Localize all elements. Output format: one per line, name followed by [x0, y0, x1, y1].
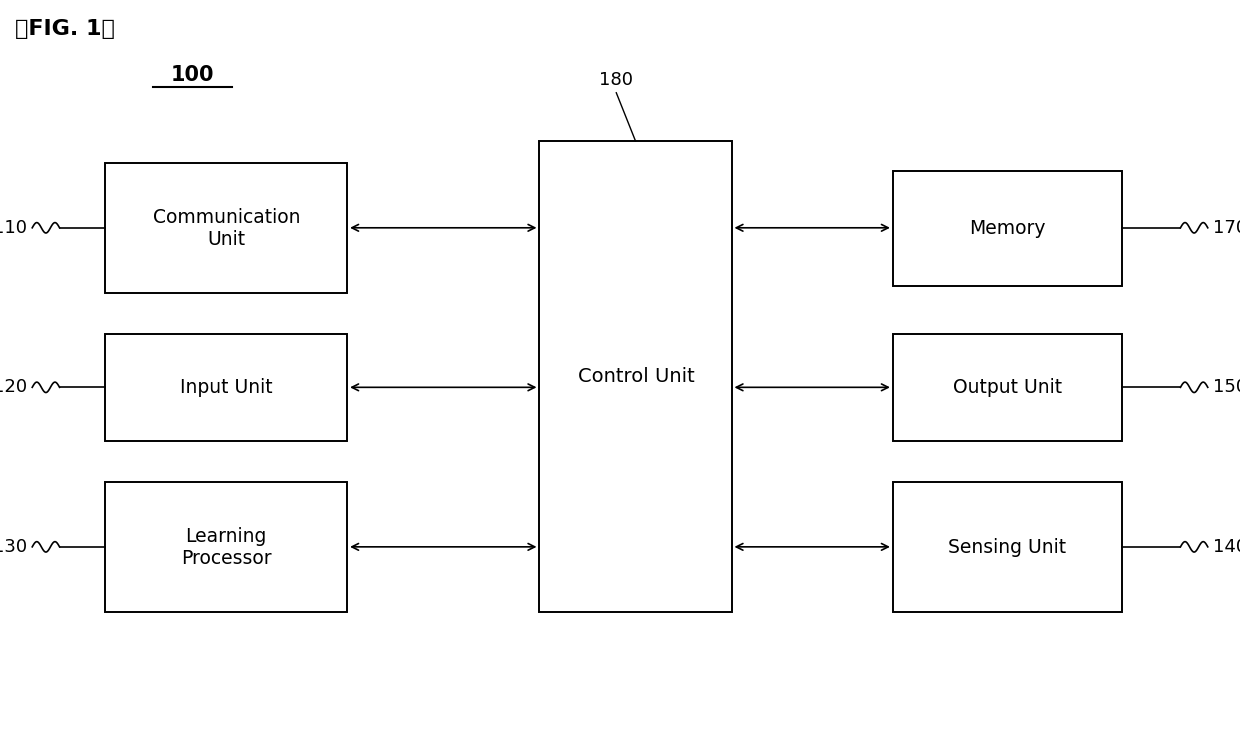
Text: Learning
Processor: Learning Processor [181, 527, 272, 568]
Text: Control Unit: Control Unit [578, 367, 694, 387]
Text: 120: 120 [0, 378, 27, 396]
Bar [893, 482, 1122, 612]
Text: 130: 130 [0, 538, 27, 556]
Text: 170: 170 [1213, 219, 1240, 237]
Text: Communication
Unit: Communication Unit [153, 208, 300, 249]
Text: 140: 140 [1213, 538, 1240, 556]
Text: 【FIG. 1】: 【FIG. 1】 [15, 19, 115, 39]
Text: Input Unit: Input Unit [180, 378, 273, 397]
Bar [893, 171, 1122, 286]
Bar [105, 163, 347, 293]
Bar [539, 141, 732, 612]
Text: Output Unit: Output Unit [952, 378, 1063, 397]
Bar [105, 482, 347, 612]
Bar [105, 334, 347, 441]
Text: 180: 180 [599, 71, 634, 89]
Text: 150: 150 [1213, 378, 1240, 396]
Text: Sensing Unit: Sensing Unit [949, 538, 1066, 556]
Text: 110: 110 [0, 219, 27, 237]
Text: Memory: Memory [970, 219, 1045, 237]
Bar [893, 334, 1122, 441]
Text: 100: 100 [170, 65, 215, 85]
